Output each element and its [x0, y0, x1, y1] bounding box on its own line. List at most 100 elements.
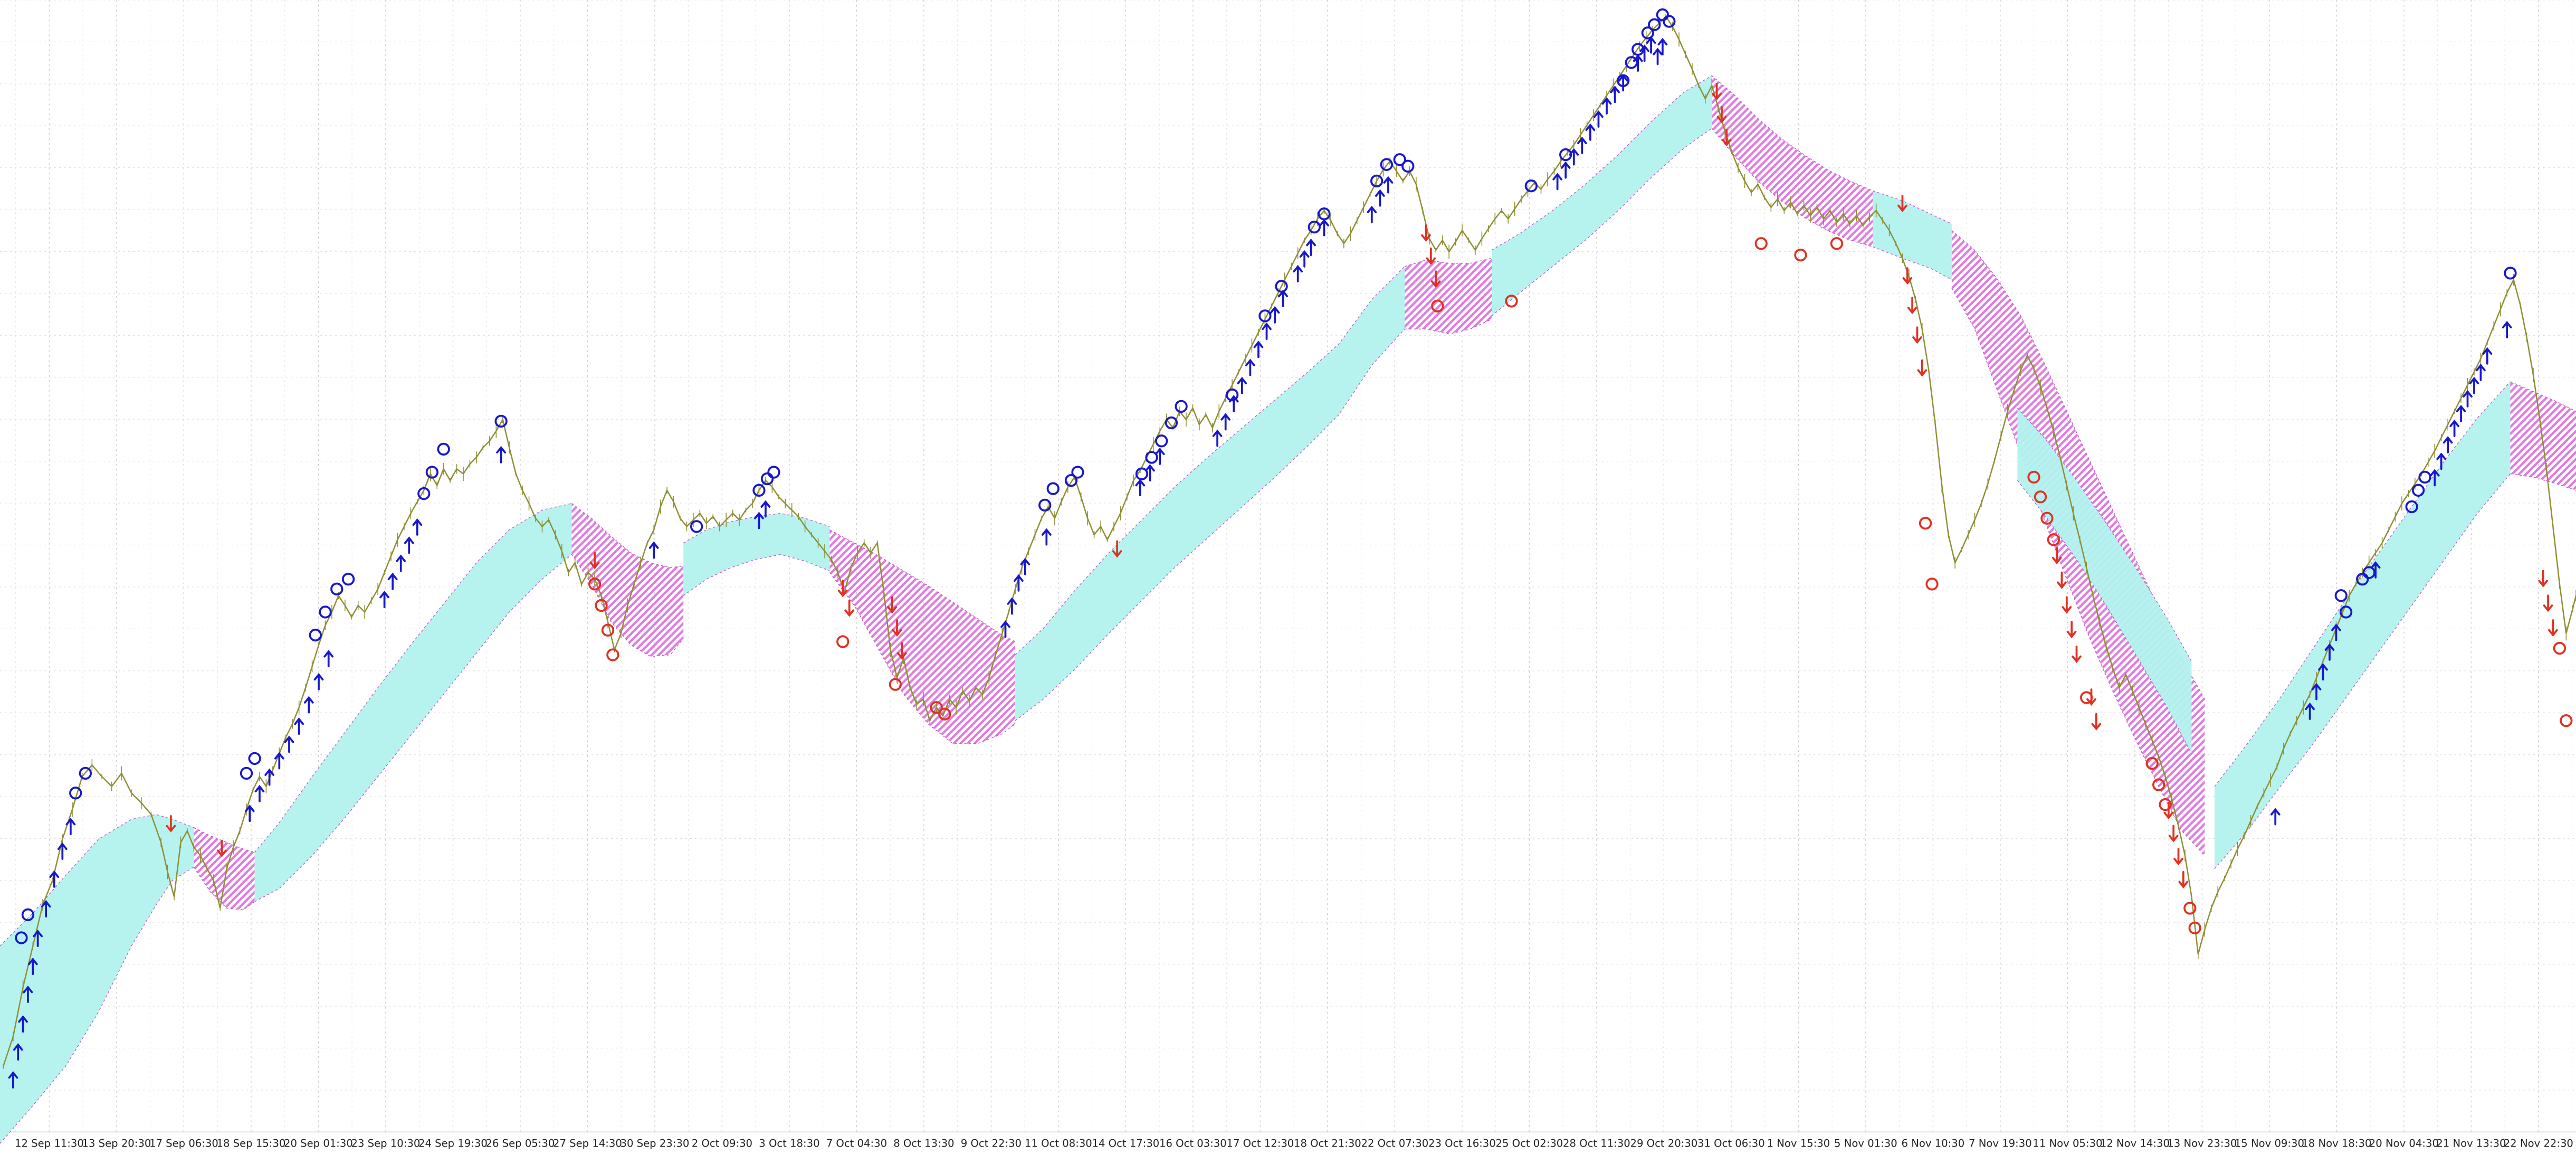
buy-circle-icon	[330, 582, 344, 595]
buy-circle-icon	[1308, 220, 1321, 234]
x-axis-tick-label: 31 Oct 06:30	[1697, 1137, 1765, 1149]
buy-arrow-icon	[2456, 404, 2466, 422]
sell-arrow-icon	[2178, 871, 2189, 888]
buy-arrow-icon	[2270, 808, 2281, 826]
sell-arrow-icon	[1902, 267, 1913, 285]
buy-arrow-icon	[8, 1071, 18, 1089]
cloud-segment-violet	[1405, 258, 1492, 334]
x-axis-tick-label: 15 Nov 09:30	[2235, 1137, 2304, 1149]
sell-arrow-icon	[2548, 619, 2558, 637]
buy-circle-icon	[21, 908, 35, 922]
x-axis-tick-label: 12 Nov 14:30	[2100, 1137, 2170, 1149]
x-axis-tick-label: 7 Oct 04:30	[826, 1137, 887, 1149]
cloud-lower-edge	[1951, 288, 2205, 856]
sell-circle-icon	[601, 623, 615, 637]
sell-arrow-icon	[2072, 646, 2082, 663]
buy-arrow-icon	[396, 554, 406, 572]
buy-arrow-icon	[57, 842, 68, 860]
buy-arrow-icon	[284, 735, 294, 753]
buy-arrow-icon	[404, 536, 414, 554]
buy-circle-icon	[1625, 56, 1638, 69]
x-axis-tick-label: 21 Nov 13:30	[2436, 1137, 2506, 1149]
cloud-lower-edge	[1873, 246, 1952, 280]
buy-arrow-icon	[2311, 683, 2322, 700]
x-axis-tick-label: 22 Nov 22:30	[2504, 1137, 2573, 1149]
buy-arrow-icon	[1657, 37, 1668, 55]
buy-circle-icon	[248, 752, 261, 765]
buy-arrow-icon	[1041, 528, 1052, 546]
cloud-upper-edge	[1404, 258, 1492, 267]
sell-circle-icon	[1794, 248, 1807, 262]
buy-circle-icon	[2362, 566, 2375, 579]
sell-circle-icon	[2027, 470, 2040, 484]
buy-arrow-icon	[387, 572, 398, 590]
buy-circle-icon	[2411, 484, 2425, 497]
sell-circle-icon	[2145, 757, 2159, 770]
sell-arrow-icon	[1907, 297, 1917, 315]
sell-circle-icon	[1919, 516, 1932, 530]
cloud-lower-edge	[2214, 474, 2511, 869]
sell-circle-icon	[889, 678, 902, 691]
buy-arrow-icon	[2482, 347, 2493, 365]
cloud-segment-violet	[2510, 382, 2576, 490]
x-axis-tick-label: 6 Nov 10:30	[1902, 1137, 1965, 1149]
cloud-segment-cyan	[254, 503, 572, 902]
sell-circle-icon	[836, 635, 850, 648]
buy-arrow-icon	[18, 1015, 28, 1033]
sell-circle-icon	[2553, 641, 2567, 655]
buy-arrow-icon	[2476, 363, 2486, 381]
sell-circle-icon	[1431, 299, 1444, 313]
buy-circle-icon	[437, 442, 450, 456]
x-axis-tick-label: 14 Oct 17:30	[1092, 1137, 1159, 1149]
buy-circle-icon	[69, 787, 82, 800]
sell-arrow-icon	[887, 596, 897, 614]
x-axis-tick-label: 20 Nov 04:30	[2369, 1137, 2439, 1149]
buy-arrow-icon	[2469, 376, 2479, 394]
buy-circle-icon	[1617, 74, 1630, 87]
buy-arrow-icon	[754, 512, 764, 529]
buy-arrow-icon	[1299, 250, 1310, 268]
buy-circle-icon	[1071, 466, 1084, 479]
buy-circle-icon	[2356, 572, 2369, 586]
cloud-segment-cyan	[2215, 382, 2511, 869]
buy-circle-icon	[1380, 158, 1393, 171]
cloud-segment-cyan	[1015, 266, 1405, 721]
cloud-lower-edge	[254, 554, 572, 902]
buy-arrow-icon	[1293, 264, 1303, 282]
buy-circle-icon	[752, 484, 766, 497]
buy-circle-icon	[2339, 605, 2353, 619]
buy-arrow-icon	[1245, 358, 1255, 376]
x-axis-tick-label: 29 Oct 20:30	[1630, 1137, 1697, 1149]
buy-circle-icon	[2334, 589, 2348, 602]
cloud-segment-cyan	[1873, 191, 1952, 280]
cloud-segment-cyan	[1492, 75, 1712, 316]
buy-arrow-icon	[1601, 97, 1612, 115]
buy-circle-icon	[1135, 467, 1149, 480]
buy-arrow-icon	[1220, 413, 1231, 431]
sell-arrow-icon	[1912, 326, 1922, 344]
buy-arrow-icon	[2370, 561, 2381, 579]
cloud-upper-edge	[571, 503, 684, 569]
cloud-lower-edge	[1405, 319, 1492, 335]
cloud-lower-edge	[2017, 480, 2192, 754]
buy-arrow-icon	[1135, 479, 1146, 497]
buy-circle-icon	[15, 931, 28, 944]
buy-arrow-icon	[1560, 161, 1571, 179]
sell-circle-icon	[2159, 798, 2172, 811]
sell-arrow-icon	[1917, 359, 1928, 377]
x-axis-tick-label: 18 Sep 15:30	[216, 1137, 285, 1149]
price-polyline	[3, 15, 2576, 1067]
buy-circle-icon	[690, 520, 703, 533]
buy-arrow-icon	[1145, 464, 1155, 481]
buy-circle-icon	[2405, 500, 2418, 514]
sell-arrow-icon	[2057, 571, 2067, 589]
sell-arrow-icon	[1721, 129, 1732, 147]
buy-circle-icon	[2504, 267, 2517, 280]
sell-arrow-icon	[2538, 570, 2549, 588]
sell-circle-icon	[2040, 512, 2054, 525]
buy-circle-icon	[494, 414, 508, 428]
cloud-lower-edge	[1491, 128, 1712, 316]
x-axis-tick-label: 7 Nov 19:30	[1969, 1137, 2032, 1149]
